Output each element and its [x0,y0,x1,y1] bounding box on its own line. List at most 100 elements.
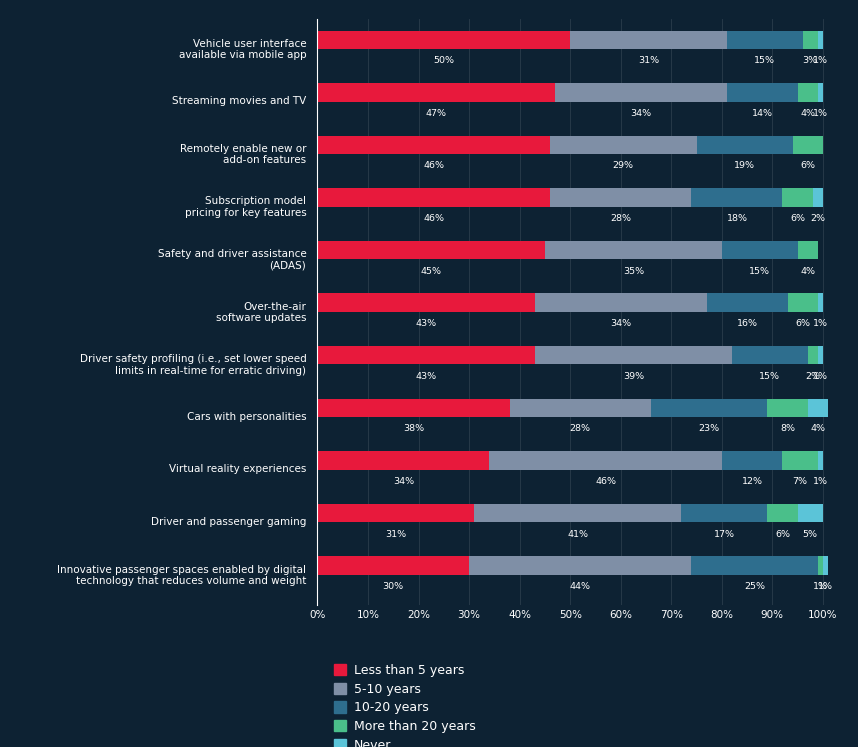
Text: 15%: 15% [759,372,780,381]
Bar [798,503,823,522]
Text: 31%: 31% [385,530,407,539]
Text: 2%: 2% [810,214,825,223]
Legend: Less than 5 years, 5-10 years, 10-20 years, More than 20 years, Never: Less than 5 years, 5-10 years, 10-20 yea… [334,664,475,747]
Bar [793,136,823,154]
Bar [651,399,767,417]
Bar [788,294,818,312]
Text: 17%: 17% [714,530,734,539]
Bar [722,451,782,470]
Text: 50%: 50% [433,56,455,65]
Bar [818,451,823,470]
Text: 41%: 41% [567,530,589,539]
Text: 34%: 34% [631,109,651,118]
Bar [317,294,535,312]
Text: 1%: 1% [813,319,828,328]
Text: 19%: 19% [734,161,755,170]
Bar [767,503,798,522]
Text: 3%: 3% [803,56,818,65]
Text: 1%: 1% [813,56,828,65]
Bar [550,136,697,154]
Text: 25%: 25% [744,582,765,591]
Bar [317,136,550,154]
Text: 44%: 44% [570,582,591,591]
Text: 45%: 45% [420,267,442,276]
Text: 34%: 34% [610,319,631,328]
Bar [807,346,818,365]
Text: 6%: 6% [790,214,805,223]
Text: 14%: 14% [752,109,773,118]
Bar [722,241,798,259]
Text: 6%: 6% [775,530,790,539]
Text: 4%: 4% [801,267,815,276]
Text: 46%: 46% [423,214,444,223]
Bar [798,83,818,102]
Text: 5%: 5% [803,530,818,539]
Bar [767,399,807,417]
Bar [535,294,707,312]
Bar [317,503,474,522]
Text: 47%: 47% [426,109,447,118]
Bar [535,346,732,365]
Text: 15%: 15% [749,267,770,276]
Text: 46%: 46% [595,477,616,486]
Text: 8%: 8% [780,424,795,433]
Text: 2%: 2% [806,372,820,381]
Text: 16%: 16% [737,319,758,328]
Bar [317,451,489,470]
Bar [782,188,813,207]
Bar [807,399,828,417]
Text: 28%: 28% [610,214,631,223]
Text: 43%: 43% [415,319,437,328]
Text: 43%: 43% [415,372,437,381]
Bar [818,294,823,312]
Text: 38%: 38% [403,424,424,433]
Bar [469,557,692,575]
Text: 29%: 29% [613,161,634,170]
Text: 15%: 15% [754,56,776,65]
Bar [317,241,545,259]
Bar [681,503,767,522]
Text: 1%: 1% [818,582,833,591]
Bar [317,188,550,207]
Text: 35%: 35% [623,267,644,276]
Text: 6%: 6% [801,161,815,170]
Bar [692,557,818,575]
Text: 4%: 4% [810,424,825,433]
Bar [489,451,722,470]
Text: 1%: 1% [813,372,828,381]
Bar [571,31,727,49]
Bar [818,31,823,49]
Text: 34%: 34% [393,477,414,486]
Bar [818,346,823,365]
Text: 30%: 30% [383,582,404,591]
Bar [813,188,823,207]
Bar [510,399,651,417]
Text: 1%: 1% [813,109,828,118]
Bar [317,31,571,49]
Bar [550,188,692,207]
Bar [692,188,782,207]
Bar [803,31,818,49]
Bar [697,136,793,154]
Bar [798,241,818,259]
Bar [818,557,823,575]
Text: 28%: 28% [570,424,591,433]
Text: 12%: 12% [741,477,763,486]
Bar [317,399,510,417]
Bar [782,451,818,470]
Text: 4%: 4% [801,109,815,118]
Text: 31%: 31% [638,56,659,65]
Text: 1%: 1% [813,477,828,486]
Bar [818,83,823,102]
Bar [823,557,828,575]
Bar [555,83,727,102]
Bar [707,294,788,312]
Text: 6%: 6% [795,319,810,328]
Bar [727,31,803,49]
Bar [317,557,469,575]
Text: 1%: 1% [813,582,828,591]
Bar [732,346,807,365]
Bar [474,503,681,522]
Bar [317,83,555,102]
Bar [545,241,722,259]
